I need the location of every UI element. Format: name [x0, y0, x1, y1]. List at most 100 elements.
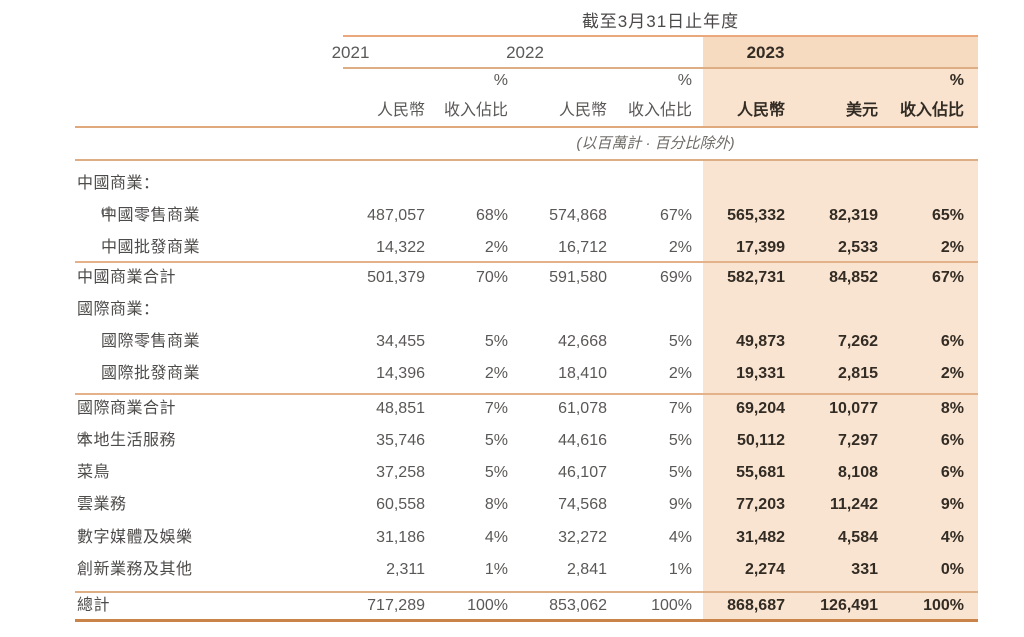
table-row-china-wholesale: 中國批發商業 14,322 2% 16,712 2% 17,399 2,533 …: [75, 233, 978, 263]
table-row-intl-retail: 國際零售商業 34,455 5% 42,668 5% 49,873 7,262 …: [75, 327, 978, 357]
rmb-header-2022: 人民幣: [558, 102, 607, 119]
row-label: 總計: [77, 597, 111, 614]
cell-2023-usd: 82,319: [829, 207, 878, 224]
cell-2022-share: 67%: [659, 207, 692, 224]
cell-2022-share: 2%: [668, 365, 692, 382]
divider-under-unit-note: [75, 159, 978, 161]
cell-2021-share: 70%: [475, 269, 508, 286]
cell-2023-share: 65%: [931, 207, 964, 224]
pct-symbol-2022: %: [677, 72, 692, 89]
cell-2022-rmb: 32,272: [558, 529, 607, 546]
cell-2023-share: 0%: [940, 561, 964, 578]
table-row-intl-commerce-total: 國際商業合計 48,851 7% 61,078 7% 69,204 10,077…: [75, 394, 978, 424]
row-label: 中國零售商業 (1): [101, 206, 201, 224]
cell-2023-rmb: 17,399: [736, 239, 785, 256]
table-row-china-commerce-section: 中國商業：: [75, 169, 978, 199]
pct-symbol-2021: %: [493, 72, 508, 89]
divider-china-subtotal: [75, 261, 978, 263]
highlight-band-2023-body: [703, 161, 978, 619]
cell-2022-rmb: 42,668: [558, 333, 607, 350]
cell-2022-rmb: 591,580: [549, 269, 607, 286]
share-header-2023: 收入佔比: [899, 102, 964, 119]
cell-2023-usd: 7,297: [837, 432, 878, 449]
cell-2021-share: 5%: [484, 464, 508, 481]
cell-2023-usd: 126,491: [820, 597, 878, 614]
cell-2023-share: 4%: [940, 529, 964, 546]
cell-2023-rmb: 19,331: [736, 365, 785, 382]
share-header-2021: 收入佔比: [443, 102, 508, 119]
percent-header-row: % % %: [75, 70, 978, 92]
cell-2021-share: 100%: [467, 597, 508, 614]
cell-2021-rmb: 717,289: [367, 597, 425, 614]
row-label: 中國商業合計: [77, 269, 177, 286]
cell-2023-share: 8%: [940, 400, 964, 417]
cell-2021-rmb: 34,455: [376, 333, 425, 350]
row-label: 創新業務及其他: [77, 561, 193, 578]
row-label: 數字媒體及娛樂: [77, 529, 193, 546]
rmb-header-2021: 人民幣: [376, 102, 425, 119]
table-row-china-commerce-total: 中國商業合計 501,379 70% 591,580 69% 582,731 8…: [75, 263, 978, 293]
cell-2022-rmb: 44,616: [558, 432, 607, 449]
cell-2021-share: 7%: [484, 400, 508, 417]
period-title: 截至3月31日止年度: [581, 12, 740, 31]
cell-2023-usd: 2,815: [837, 365, 878, 382]
cell-2021-rmb: 487,057: [367, 207, 425, 224]
cell-2021-rmb: 37,258: [376, 464, 425, 481]
cell-2022-rmb: 61,078: [558, 400, 607, 417]
table-row-intl-commerce-section: 國際商業：: [75, 295, 978, 325]
cell-2023-share: 67%: [931, 269, 964, 286]
cell-2022-share: 5%: [668, 464, 692, 481]
cell-2021-share: 2%: [484, 365, 508, 382]
share-header-2022: 收入佔比: [627, 102, 692, 119]
cell-2022-rmb: 2,841: [566, 561, 607, 578]
row-label: 雲業務: [77, 496, 127, 513]
cell-2022-share: 100%: [651, 597, 692, 614]
cell-2023-rmb: 565,332: [727, 207, 785, 224]
cell-2021-rmb: 35,746: [376, 432, 425, 449]
cell-2023-rmb: 582,731: [727, 269, 785, 286]
highlight-band-2023-header: [703, 69, 978, 126]
cell-2021-rmb: 60,558: [376, 496, 425, 513]
cell-2022-rmb: 853,062: [549, 597, 607, 614]
table-row-digital-media: 數字媒體及娛樂 31,186 4% 32,272 4% 31,482 4,584…: [75, 523, 978, 553]
cell-2021-rmb: 14,322: [376, 239, 425, 256]
year-2021-label: 2021: [331, 43, 370, 62]
divider-under-title: [343, 35, 978, 37]
table-row-cainiao: 菜鳥 37,258 5% 46,107 5% 55,681 8,108 6%: [75, 458, 978, 488]
cell-2021-share: 68%: [475, 207, 508, 224]
cell-2023-share: 6%: [940, 432, 964, 449]
cell-2023-usd: 4,584: [837, 529, 878, 546]
divider-below-total: [75, 619, 978, 622]
year-2022-label: 2022: [506, 43, 544, 62]
highlight-band-2023-year: [703, 37, 978, 67]
usd-header-2023: 美元: [845, 102, 878, 119]
cell-2023-usd: 11,242: [829, 496, 878, 513]
cell-2023-usd: 2,533: [837, 239, 878, 256]
cell-2021-share: 5%: [484, 333, 508, 350]
divider-above-total: [75, 591, 978, 593]
cell-2022-share: 4%: [668, 529, 692, 546]
table-row-cloud: 雲業務 60,558 8% 74,568 9% 77,203 11,242 9%: [75, 490, 978, 520]
pct-symbol-2023: %: [949, 72, 964, 89]
divider-intl-subtotal: [75, 393, 978, 395]
cell-2023-rmb: 50,112: [736, 432, 785, 449]
cell-2021-share: 1%: [484, 561, 508, 578]
cell-2023-rmb: 868,687: [727, 597, 785, 614]
cell-2023-share: 2%: [940, 239, 964, 256]
cell-2023-rmb: 2,274: [744, 561, 785, 578]
row-label: 國際批發商業: [101, 365, 201, 382]
cell-2022-rmb: 16,712: [558, 239, 607, 256]
cell-2021-rmb: 14,396: [376, 365, 425, 382]
table-row-grand-total: 總計 717,289 100% 853,062 100% 868,687 126…: [75, 591, 978, 621]
row-label: 菜鳥: [77, 464, 111, 481]
cell-2022-share: 7%: [668, 400, 692, 417]
row-label: 國際零售商業: [101, 333, 201, 350]
cell-2023-share: 6%: [940, 464, 964, 481]
column-header-row: 人民幣 收入佔比 人民幣 收入佔比 人民幣 美元 收入佔比: [75, 97, 978, 125]
cell-2021-rmb: 501,379: [367, 269, 425, 286]
cell-2021-rmb: 48,851: [376, 400, 425, 417]
table-row-intl-wholesale: 國際批發商業 14,396 2% 18,410 2% 19,331 2,815 …: [75, 359, 978, 389]
cell-2023-share: 9%: [940, 496, 964, 513]
cell-2021-share: 2%: [484, 239, 508, 256]
